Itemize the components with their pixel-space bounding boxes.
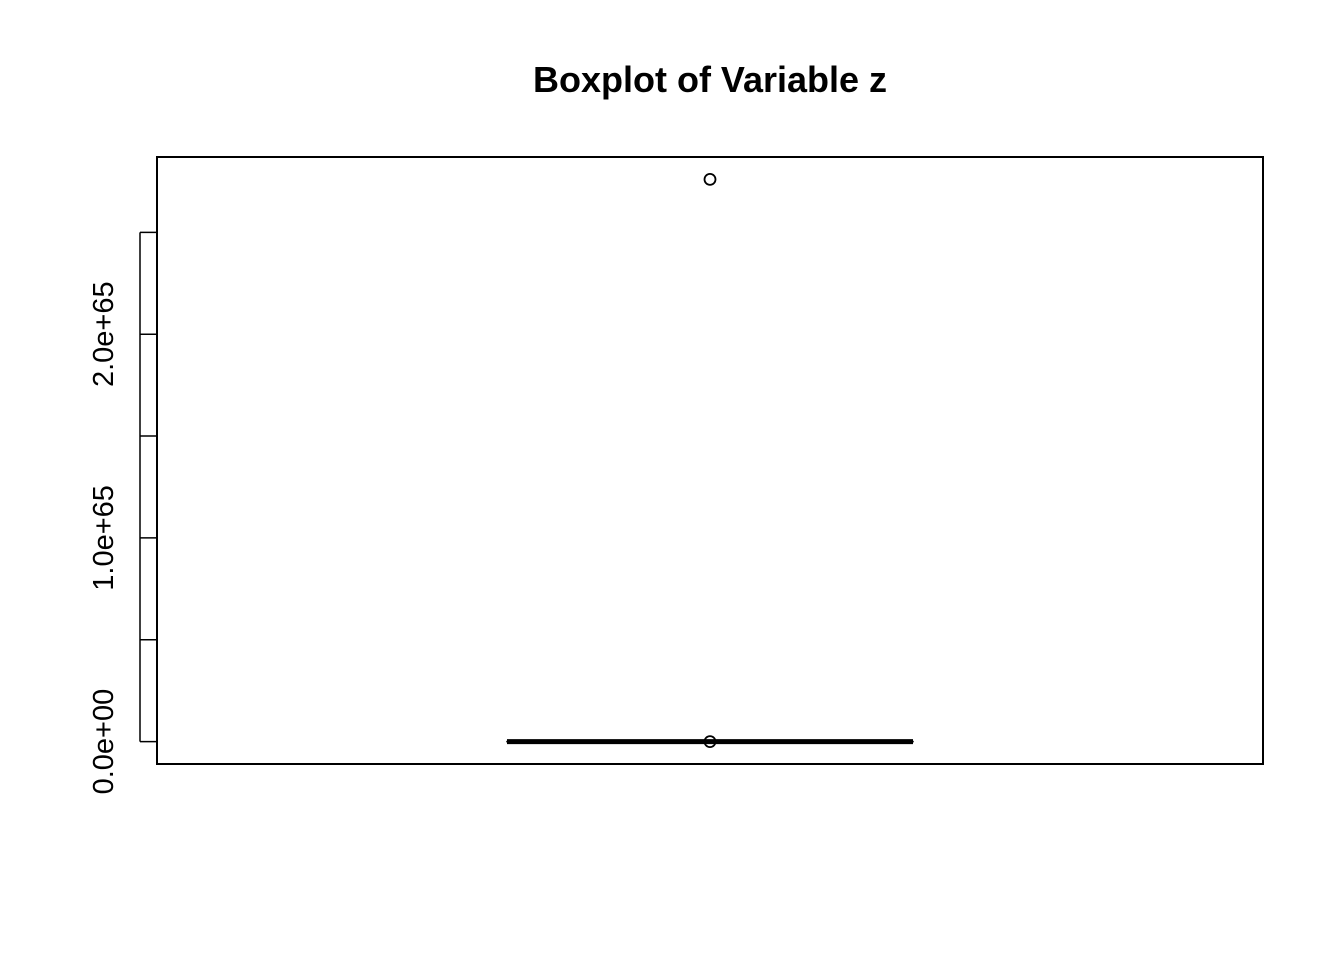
outlier-point: [703, 173, 717, 186]
plot-frame: [156, 156, 1264, 765]
y-tick-label: 1.0e+65: [88, 485, 120, 591]
y-tick-label: 0.0e+00: [88, 689, 120, 795]
y-axis: 0.0e+00 1.0e+65 2.0e+65: [88, 231, 157, 795]
y-tick-label: 2.0e+65: [88, 281, 120, 387]
outlier-group: [703, 173, 717, 748]
chart-title: Boxplot of Variable z: [533, 59, 887, 100]
outlier-point: [703, 735, 717, 748]
